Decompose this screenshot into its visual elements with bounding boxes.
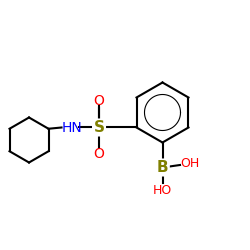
Text: OH: OH: [180, 157, 200, 170]
Text: O: O: [94, 147, 104, 161]
Text: B: B: [157, 160, 168, 175]
Text: HO: HO: [153, 184, 172, 196]
Text: S: S: [94, 120, 104, 135]
Text: HN: HN: [61, 120, 82, 134]
Text: O: O: [94, 94, 104, 108]
